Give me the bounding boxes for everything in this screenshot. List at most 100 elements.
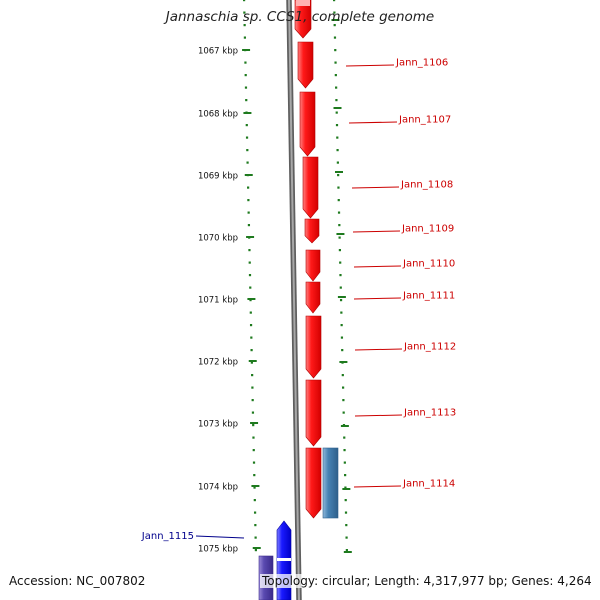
gene-label-leader (352, 230, 401, 233)
outer-tick-dot (340, 336, 344, 339)
outer-tick-dot (344, 499, 347, 502)
outer-tick-dot (343, 436, 346, 439)
inner-tick-dot (244, 61, 247, 64)
forward-gene-fragment (296, 0, 310, 6)
outer-tick-dot (339, 299, 343, 302)
inner-tick-dot (245, 136, 249, 139)
inner-tick-dot (253, 499, 256, 502)
outer-tick-dot (344, 474, 347, 477)
gene-label: Jann_1106 (395, 58, 448, 69)
inner-tick-dot (252, 436, 255, 439)
scale-label: 1069 kbp (198, 172, 238, 182)
gene-label: Jann_1113 (403, 408, 456, 419)
outer-tick-dot (344, 511, 348, 514)
scale-label: 1073 kbp (198, 420, 238, 430)
gene-label: Jann_1110 (402, 259, 455, 270)
gene-label-leader (348, 121, 398, 124)
map-title: Jannaschia sp. CCS1, complete genome (165, 9, 435, 25)
forward-gene-arrow (304, 218, 320, 244)
inner-tick-dot (244, 86, 248, 89)
inner-tick-dot (253, 474, 256, 477)
gene-label: Jann_1115 (141, 531, 194, 542)
gene-label-leader (354, 414, 403, 417)
outer-tick-dot (337, 199, 340, 202)
outer-tick-dot (339, 274, 342, 277)
inner-tick-dot (251, 399, 254, 402)
outer-tick-dot (344, 486, 347, 489)
gene-label: Jann_1114 (402, 479, 455, 490)
outer-tick-dot (341, 349, 344, 352)
genome-summary-text: Topology: circular; Length: 4,317,977 bp… (260, 574, 594, 588)
inner-tick-dot (251, 374, 254, 377)
inner-tick-dot (249, 299, 252, 302)
inner-tick-dot (254, 549, 257, 552)
inner-tick-dot (243, 24, 246, 27)
inner-tick-dot (248, 249, 251, 252)
inner-tick-dot (251, 386, 254, 389)
gene-label-leader (353, 265, 402, 268)
outer-tick-dot (345, 536, 348, 539)
scale-label: 1071 kbp (198, 296, 238, 306)
inner-tick-dot (244, 74, 247, 77)
gene-label-leader (354, 348, 403, 351)
inner-tick-dot (243, 36, 247, 39)
inner-tick-dot (247, 224, 251, 227)
forward-gene-arrow (305, 447, 322, 519)
outer-tick-dot (333, 0, 336, 2)
outer-tick-dot (345, 524, 348, 527)
inner-tick-dot (248, 261, 251, 264)
inner-tick-dot (248, 274, 252, 277)
inner-tick-dot (252, 449, 255, 452)
inner-tick-dot (243, 11, 246, 14)
forward-gene-arrow (305, 281, 321, 314)
gene-label-leader (345, 64, 395, 67)
inner-tick-dot (247, 211, 250, 214)
forward-gene-arrow (297, 41, 314, 89)
scale-label: 1074 kbp (198, 483, 238, 493)
gene-label-leader (353, 485, 402, 488)
outer-tick-dot (338, 224, 341, 227)
outer-tick-dot (335, 86, 338, 89)
outer-tick-dot (335, 99, 338, 102)
backbone-highlight (288, 0, 300, 600)
outer-tick-dot (334, 61, 337, 64)
inner-tick-dot (254, 536, 257, 539)
inner-tick-dot (247, 186, 250, 189)
outer-tick-dot (333, 11, 336, 14)
outer-tick-dot (335, 111, 338, 114)
scale-label: 1067 kbp (198, 47, 238, 57)
outer-tick-dot (337, 186, 340, 189)
gene-label: Jann_1111 (402, 291, 455, 302)
outer-tick-dot (343, 449, 346, 452)
outer-tick-dot (342, 411, 345, 414)
inner-tick-dot (251, 411, 255, 414)
accession-text: Accession: NC_007802 (9, 574, 146, 588)
inner-tick-dot (252, 461, 256, 464)
forward-gene-arrow (294, 0, 312, 39)
outer-tick-dot (339, 286, 342, 289)
outer-tick-dot (340, 311, 343, 314)
inner-tick-dot (249, 324, 253, 327)
outer-tick-dot (342, 399, 345, 402)
gene-label-leader (351, 186, 400, 189)
gene-label-leader (353, 297, 402, 300)
inner-tick-dot (247, 199, 250, 202)
inner-tick-dot (249, 311, 252, 314)
reverse-gene-gap (277, 558, 291, 561)
inner-tick-dot (246, 161, 249, 164)
outer-tick-dot (333, 24, 336, 27)
forward-gene-arrow (302, 156, 319, 219)
outer-tick-dot (338, 236, 341, 239)
inner-tick-dot (250, 349, 253, 352)
inner-tick-dot (253, 486, 256, 489)
outer-tick-dot (335, 124, 339, 127)
inner-tick-dot (250, 336, 253, 339)
gene-label: Jann_1108 (400, 180, 453, 191)
outer-tick-dot (341, 374, 344, 377)
inner-tick-dot (250, 361, 253, 364)
gene-label-leader (195, 535, 245, 539)
outer-tick-dot (337, 211, 341, 214)
outer-tick-dot (343, 461, 346, 464)
inner-tick-dot (252, 424, 255, 427)
